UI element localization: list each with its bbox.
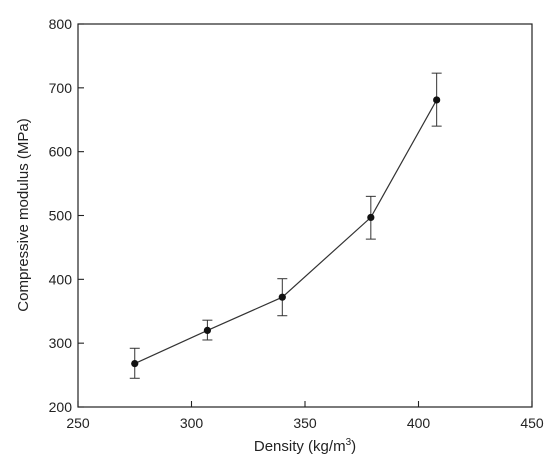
data-point (278, 293, 286, 301)
data-point (203, 326, 211, 334)
y-tick-label: 700 (49, 80, 73, 96)
y-tick-label: 400 (49, 271, 73, 287)
x-axis-title-end: ) (351, 438, 356, 455)
y-tick-label: 600 (49, 144, 73, 160)
axis-ticks: 250 300 350 400 450 200 300 400 500 600 700 800 (49, 16, 544, 431)
x-tick-label: 350 (293, 415, 317, 431)
x-tick-label: 400 (407, 415, 431, 431)
y-tick-label: 800 (49, 16, 73, 32)
y-tick-label: 500 (49, 208, 73, 224)
data-point (367, 213, 375, 222)
y-tick-label: 200 (49, 399, 73, 415)
y-axis-title: Compressive modulus (MPa) (15, 118, 32, 311)
plot-frame (77, 23, 533, 408)
x-axis-title-superscript: 3 (346, 437, 352, 448)
data-series (129, 72, 442, 379)
data-point (433, 96, 441, 104)
x-tick-label: 250 (66, 415, 90, 431)
y-tick-label: 300 (49, 335, 73, 351)
x-tick-label: 450 (520, 415, 544, 431)
x-axis-title: Density (kg/m3) (254, 437, 356, 455)
series-line (134, 99, 438, 365)
data-point (131, 359, 139, 368)
x-tick-label: 300 (180, 415, 204, 431)
